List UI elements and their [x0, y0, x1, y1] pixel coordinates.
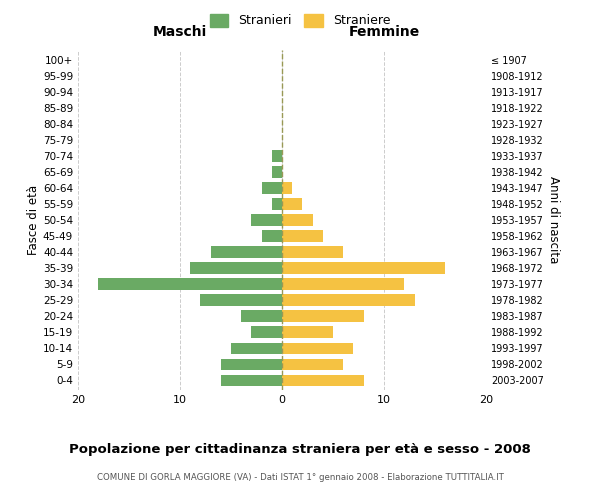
Y-axis label: Anni di nascita: Anni di nascita [547, 176, 560, 264]
Text: Popolazione per cittadinanza straniera per età e sesso - 2008: Popolazione per cittadinanza straniera p… [69, 442, 531, 456]
Bar [282, 374, 364, 386]
Bar [282, 278, 404, 290]
Text: Maschi: Maschi [153, 25, 207, 39]
Bar [282, 246, 343, 258]
Text: COMUNE DI GORLA MAGGIORE (VA) - Dati ISTAT 1° gennaio 2008 - Elaborazione TUTTIT: COMUNE DI GORLA MAGGIORE (VA) - Dati IST… [97, 472, 503, 482]
Bar [241, 310, 282, 322]
Bar [200, 294, 282, 306]
Bar [211, 246, 282, 258]
Bar [282, 262, 445, 274]
Bar [282, 214, 313, 226]
Legend: Stranieri, Straniere: Stranieri, Straniere [205, 8, 395, 32]
Bar [262, 230, 282, 242]
Bar [221, 374, 282, 386]
Text: Femmine: Femmine [349, 25, 419, 39]
Bar [251, 214, 282, 226]
Bar [282, 230, 323, 242]
Bar [190, 262, 282, 274]
Bar [272, 150, 282, 162]
Bar [282, 342, 353, 354]
Bar [282, 326, 333, 338]
Y-axis label: Fasce di età: Fasce di età [27, 185, 40, 255]
Bar [282, 182, 292, 194]
Bar [282, 294, 415, 306]
Bar [221, 358, 282, 370]
Bar [272, 198, 282, 209]
Bar [282, 310, 364, 322]
Bar [282, 198, 302, 209]
Bar [262, 182, 282, 194]
Bar [282, 358, 343, 370]
Bar [251, 326, 282, 338]
Bar [272, 166, 282, 177]
Bar [98, 278, 282, 290]
Bar [231, 342, 282, 354]
